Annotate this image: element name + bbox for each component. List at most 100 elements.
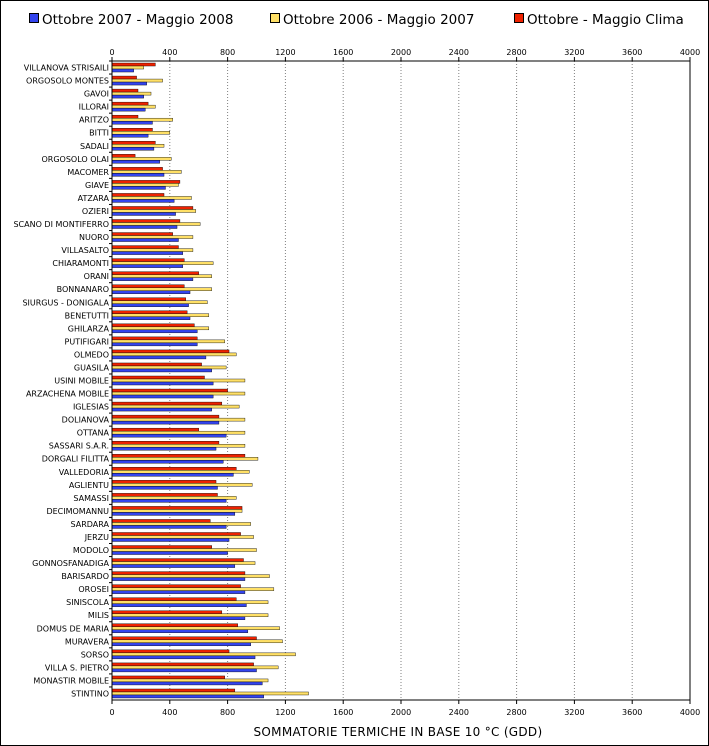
bar-clima xyxy=(111,441,220,445)
bar-clima xyxy=(111,323,195,328)
bar-clima xyxy=(111,141,156,145)
bar-2006-2007 xyxy=(111,196,192,200)
bar-2006-2007 xyxy=(111,144,165,148)
bar-2007-2008 xyxy=(111,303,189,307)
bar-clima xyxy=(111,271,199,275)
bar-2007-2008 xyxy=(111,525,227,529)
bar-clima xyxy=(111,623,238,627)
bar-2006-2007 xyxy=(111,248,194,252)
bar-2006-2007 xyxy=(111,404,240,409)
legend-label-2007-2008: Ottobre 2007 - Maggio 2008 xyxy=(42,12,234,28)
bar-clima xyxy=(111,297,186,301)
bar-clima xyxy=(111,519,211,523)
bar-2007-2008 xyxy=(111,512,236,516)
legend: Ottobre 2007 - Maggio 2008 Ottobre 2006 … xyxy=(0,12,709,32)
bar-clima xyxy=(111,571,246,575)
category-label: ILLORAI xyxy=(79,103,109,112)
x-tick-label-top: 3600 xyxy=(622,48,642,57)
bar-2007-2008 xyxy=(111,394,214,399)
legend-item-2006-2007: Ottobre 2006 - Maggio 2007 xyxy=(270,12,474,28)
x-tick-label-bottom: 4000 xyxy=(680,708,700,717)
bar-2006-2007 xyxy=(111,170,182,174)
x-tick-label-top: 2800 xyxy=(506,48,526,57)
category-label: OLMEDO xyxy=(74,350,109,359)
bar-2006-2007 xyxy=(111,339,225,344)
bar-2006-2007 xyxy=(111,117,173,122)
bar-clima xyxy=(111,193,165,197)
bar-2006-2007 xyxy=(111,665,279,670)
x-tick-label-bottom: 2800 xyxy=(506,708,526,717)
category-label: OTTANA xyxy=(77,429,110,438)
bar-2006-2007 xyxy=(111,326,210,331)
category-label: GAVOI xyxy=(84,90,109,99)
bar-clima xyxy=(111,662,254,667)
legend-swatch-2007-2008 xyxy=(29,13,39,23)
bar-2007-2008 xyxy=(111,655,256,660)
bar-clima xyxy=(111,388,228,393)
bar-2007-2008 xyxy=(111,473,234,477)
bar-clima xyxy=(111,284,185,288)
category-label: OROSEI xyxy=(78,585,109,594)
x-tick-label-top: 400 xyxy=(162,48,177,57)
bar-2007-2008 xyxy=(111,668,257,673)
bar-2007-2008 xyxy=(111,381,214,386)
bar-2006-2007 xyxy=(111,652,296,657)
legend-item-2007-2008: Ottobre 2007 - Maggio 2008 xyxy=(29,12,233,28)
bar-2007-2008 xyxy=(111,355,207,360)
category-label: DORGALI FILITTA xyxy=(42,455,110,464)
bar-2006-2007 xyxy=(111,522,251,526)
category-label: GUASILA xyxy=(74,363,110,372)
bar-2007-2008 xyxy=(111,564,236,568)
bar-2007-2008 xyxy=(111,342,198,347)
x-tick-label-bottom: 1600 xyxy=(333,708,353,717)
bar-2006-2007 xyxy=(111,587,275,591)
bar-2006-2007 xyxy=(111,639,283,644)
category-label: MODOLO xyxy=(73,546,109,555)
x-tick-label-bottom: 800 xyxy=(220,708,235,717)
x-axis-top-ticks: 0 400 800 1200 1600 2000 2400 2800 3200 3600 4000 xyxy=(109,48,700,61)
bar-2007-2008 xyxy=(111,277,194,281)
bar-2007-2008 xyxy=(111,212,176,216)
bar-2006-2007 xyxy=(111,274,212,278)
bar-clima xyxy=(111,88,139,93)
category-label: BARISARDO xyxy=(61,572,109,581)
x-tick-label-top: 2400 xyxy=(449,48,469,57)
bar-2006-2007 xyxy=(111,417,246,422)
category-label: MONASTIR MOBILE xyxy=(33,676,109,685)
bar-2007-2008 xyxy=(111,134,149,138)
category-label: DOMUS DE MARIA xyxy=(37,624,110,633)
bar-2007-2008 xyxy=(111,603,247,607)
bar-2007-2008 xyxy=(111,577,246,581)
bar-clima xyxy=(111,493,218,497)
category-label: ARITZO xyxy=(79,116,109,125)
category-label: AGLIENTU xyxy=(69,481,109,490)
bar-2007-2008 xyxy=(111,173,165,177)
category-label: IGLESIAS xyxy=(73,403,109,412)
bar-clima xyxy=(111,454,246,458)
category-label: BITTI xyxy=(89,129,109,138)
x-tick-label-top: 1200 xyxy=(275,48,295,57)
bar-2006-2007 xyxy=(111,691,309,696)
bar-2006-2007 xyxy=(111,352,237,357)
bar-2006-2007 xyxy=(111,313,210,317)
bar-2006-2007 xyxy=(111,300,208,304)
bar-2006-2007 xyxy=(111,378,246,383)
bar-2007-2008 xyxy=(111,94,144,99)
x-axis-bottom-ticks: 0 400 800 1200 1600 2000 2400 2800 3200 3600 4000 xyxy=(109,700,700,717)
bar-2006-2007 xyxy=(111,78,163,83)
bar-clima xyxy=(111,206,194,210)
category-label: VILLANOVA STRISAILI xyxy=(24,64,109,73)
category-label: VILLA S. PIETRO xyxy=(45,663,109,672)
category-label: DOLIANOVA xyxy=(62,416,110,425)
bar-2006-2007 xyxy=(111,209,197,213)
bar-2007-2008 xyxy=(111,160,160,164)
bar-clima xyxy=(111,584,241,588)
category-label: ORGOSOLO OLAI xyxy=(41,155,109,164)
bar-clima xyxy=(111,362,202,367)
category-label: BENETUTTI xyxy=(65,311,109,320)
x-tick-label-top: 1600 xyxy=(333,48,353,57)
legend-swatch-clima xyxy=(514,13,524,23)
bar-2007-2008 xyxy=(111,147,155,151)
category-label: STINTINO xyxy=(71,689,109,698)
